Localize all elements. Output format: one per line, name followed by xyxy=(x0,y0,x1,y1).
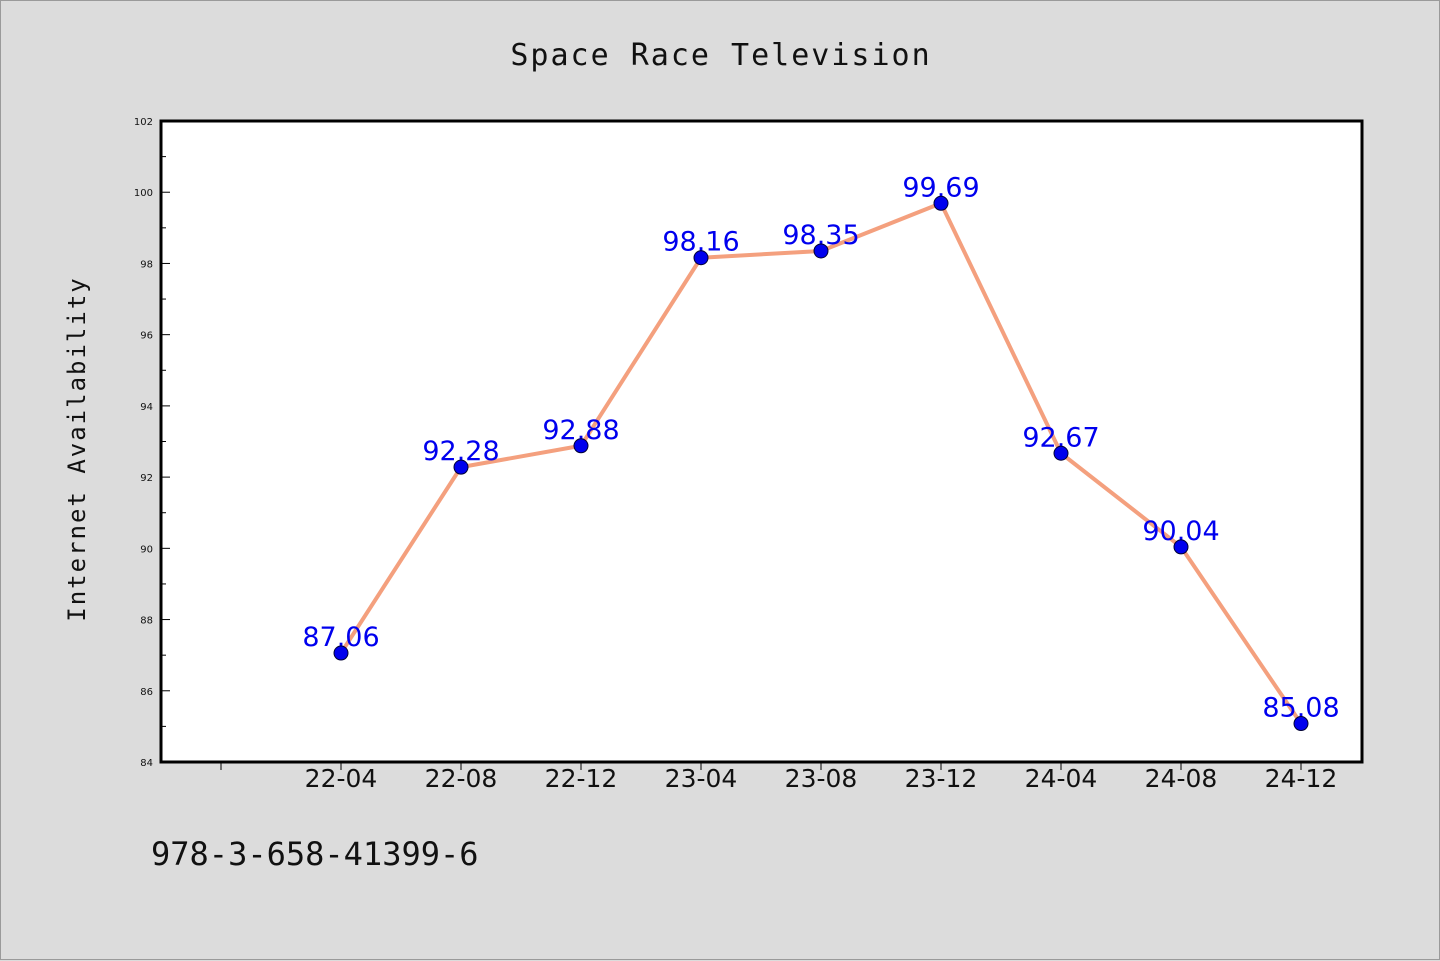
y-tick-label: 84 xyxy=(140,758,153,769)
data-point xyxy=(333,645,349,661)
x-axis: 22-04 22-08 22-12 23-04 23-08 23-12 24-04 24-08… xyxy=(220,762,1338,793)
data-point xyxy=(1053,445,1069,461)
y-tick-label: 102 xyxy=(134,117,153,128)
x-tick-label: 22-08 xyxy=(425,764,498,793)
data-point xyxy=(573,438,589,454)
x-tick-label: 24-08 xyxy=(1145,764,1218,793)
x-tick-label: 24-12 xyxy=(1265,764,1338,793)
data-point xyxy=(813,243,829,259)
y-axis: 84 86 88 90 92 94 96 98 100 102 xyxy=(134,117,170,769)
x-tick-label: 23-04 xyxy=(665,764,738,793)
y-tick-label: 100 xyxy=(134,188,153,199)
x-tick-label: 22-04 xyxy=(305,764,378,793)
x-tick-label: 24-04 xyxy=(1025,764,1098,793)
x-tick-label: 23-08 xyxy=(785,764,858,793)
isbn-caption: 978-3-658-41399-6 xyxy=(151,835,479,873)
data-point xyxy=(1293,716,1309,732)
y-tick-label: 94 xyxy=(140,402,153,413)
plot-frame xyxy=(159,119,1364,764)
y-tick-label: 96 xyxy=(140,331,153,342)
chart-title: Space Race Television xyxy=(510,38,931,73)
y-tick-label: 90 xyxy=(140,544,153,555)
x-tick-label: 23-12 xyxy=(905,764,978,793)
y-tick-label: 86 xyxy=(140,687,153,698)
data-point xyxy=(693,250,709,266)
y-tick-label: 92 xyxy=(140,473,153,484)
data-point xyxy=(453,459,469,475)
y-tick-label: 98 xyxy=(140,259,153,270)
data-point xyxy=(1173,539,1189,555)
x-tick-label: 22-12 xyxy=(545,764,618,793)
y-axis-label: Internet Availability xyxy=(63,276,91,621)
plot-area xyxy=(159,119,1364,764)
data-point xyxy=(933,195,949,211)
y-tick-label: 88 xyxy=(140,616,153,627)
